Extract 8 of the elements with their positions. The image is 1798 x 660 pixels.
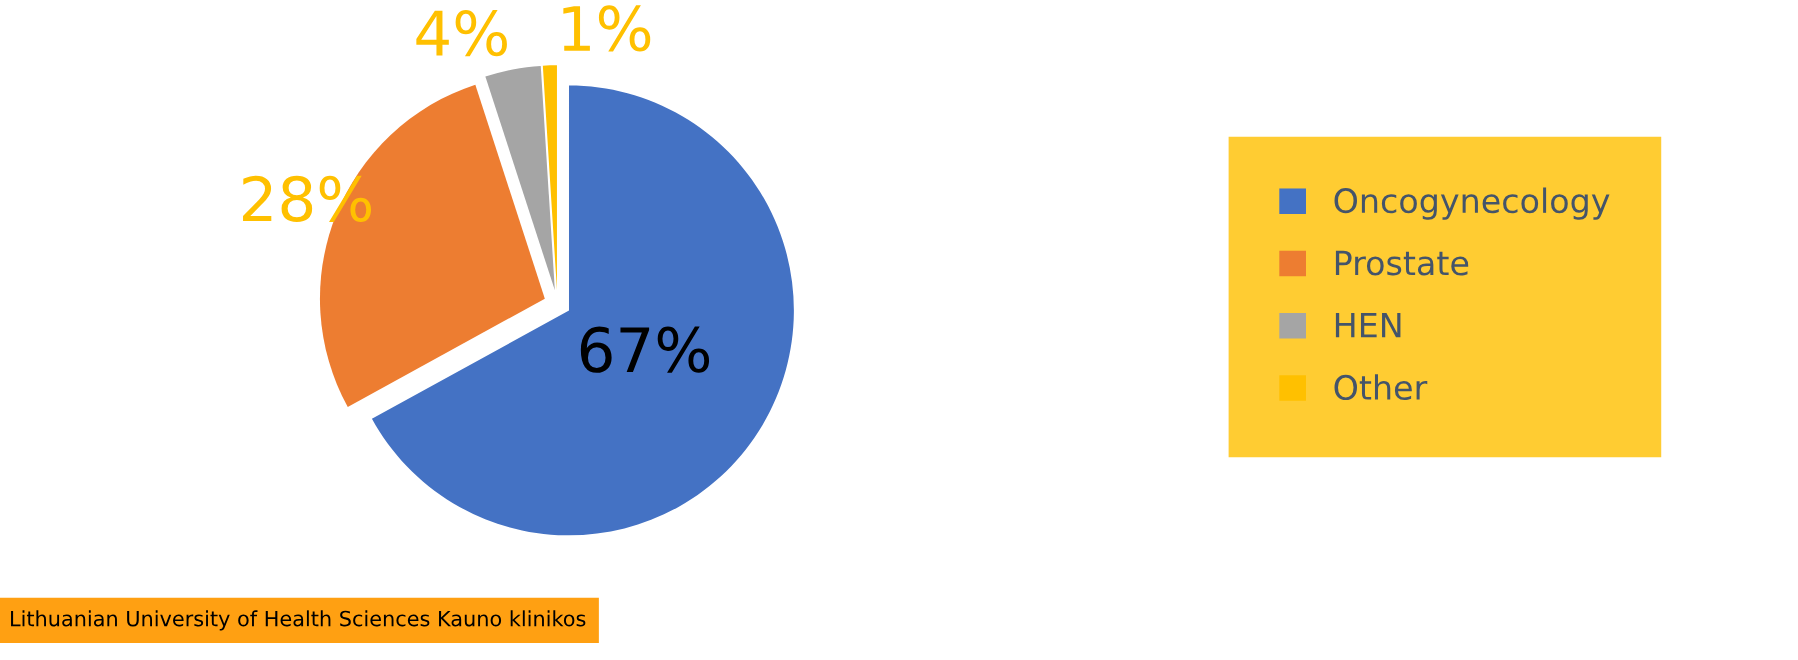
legend-label: Oncogynecology <box>1334 187 1610 220</box>
legend-label: Prostate <box>1335 250 1469 276</box>
data-label: 1% <box>563 5 651 52</box>
text: Lithuanian University of Health Sciences Kauno klinikos <box>11 610 586 631</box>
data-label: 4% <box>416 10 507 57</box>
data-label: 67% <box>580 326 710 373</box>
legend-label: HEN <box>1335 313 1401 338</box>
legend-label: Other <box>1334 374 1428 401</box>
